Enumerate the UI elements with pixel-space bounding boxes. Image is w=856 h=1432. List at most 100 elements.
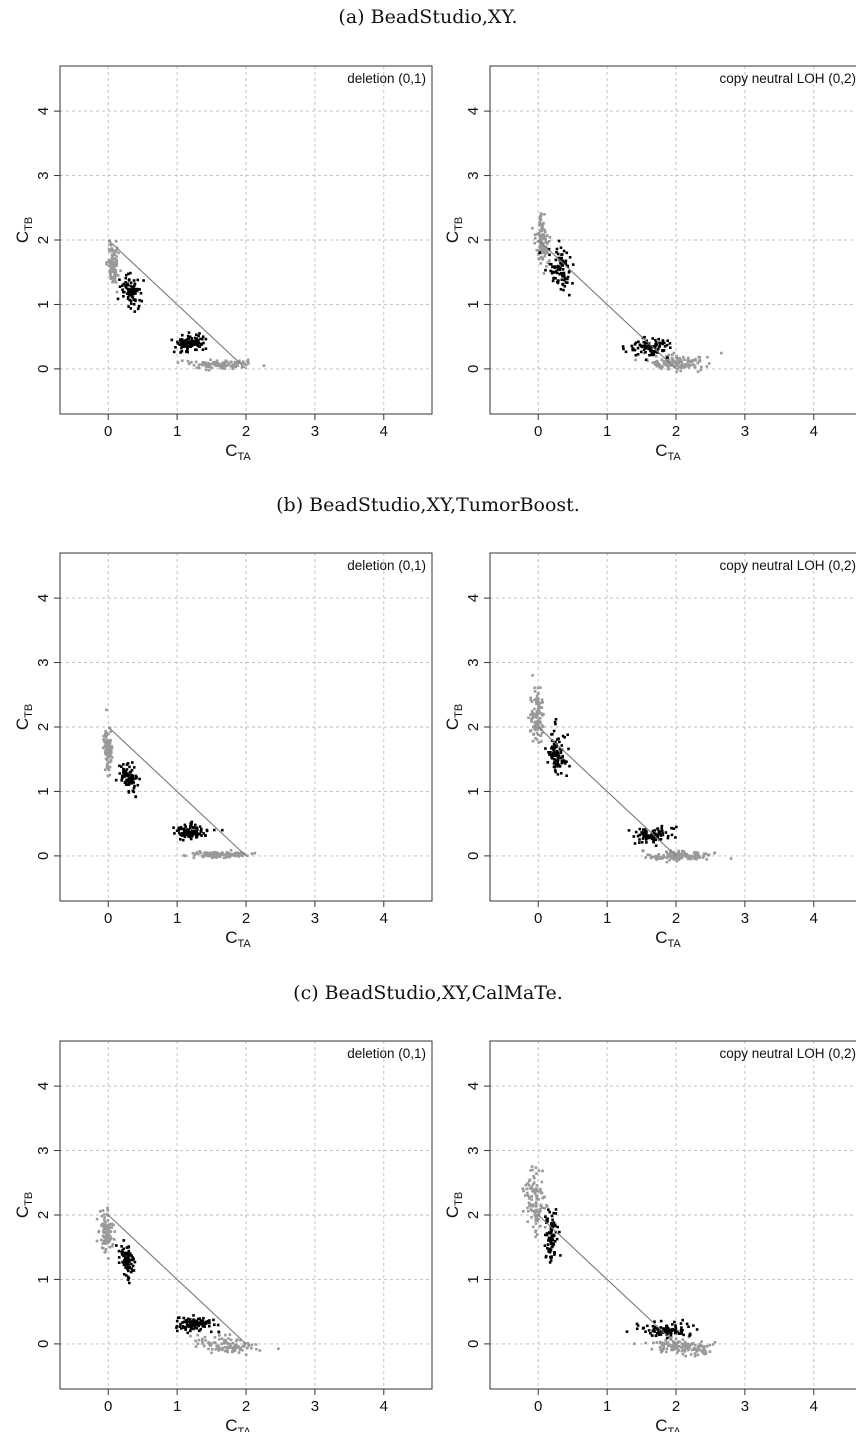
black-point xyxy=(121,288,124,291)
black-point xyxy=(131,285,134,289)
black-point xyxy=(134,288,137,291)
grey-point xyxy=(245,1346,249,1350)
black-point xyxy=(186,346,189,350)
black-point xyxy=(643,830,647,833)
grey-point xyxy=(687,1346,690,1349)
grey-point xyxy=(540,245,543,249)
grey-point xyxy=(669,850,672,854)
grey-point xyxy=(221,1348,224,1352)
grey-point xyxy=(537,249,540,252)
black-point xyxy=(554,722,557,726)
grey-point xyxy=(234,1344,237,1348)
grey-point xyxy=(540,698,544,702)
black-point xyxy=(199,1327,203,1331)
grey-point xyxy=(533,1212,537,1215)
grey-point xyxy=(531,227,534,230)
black-point xyxy=(630,344,634,348)
black-point xyxy=(567,271,571,274)
grey-point xyxy=(232,363,235,367)
black-point xyxy=(174,346,177,349)
black-point xyxy=(658,830,661,834)
black-point xyxy=(651,1329,655,1333)
black-point xyxy=(557,239,561,243)
black-point xyxy=(132,766,136,769)
black-point xyxy=(182,343,186,347)
grey-point xyxy=(682,850,685,853)
black-point xyxy=(553,1251,556,1254)
grey-point xyxy=(674,362,678,365)
grey-point xyxy=(537,723,540,726)
black-point xyxy=(203,1325,206,1328)
black-point xyxy=(134,795,137,799)
black-point xyxy=(131,1264,135,1268)
grey-point xyxy=(231,1349,234,1353)
reference-line xyxy=(537,239,677,370)
grey-point xyxy=(705,858,708,861)
grey-point xyxy=(693,852,696,856)
black-point xyxy=(126,1275,130,1279)
grey-point xyxy=(115,290,119,294)
grey-point xyxy=(542,228,545,231)
grey-point xyxy=(240,851,243,854)
grey-point xyxy=(539,734,543,737)
grey-point xyxy=(536,240,540,243)
black-point xyxy=(652,352,656,355)
black-point xyxy=(182,340,185,343)
grey-point xyxy=(540,226,544,229)
grey-point xyxy=(190,360,193,364)
black-point xyxy=(548,1236,551,1240)
black-point xyxy=(118,772,122,775)
grey-point xyxy=(111,1242,115,1246)
black-point xyxy=(657,337,660,341)
black-point xyxy=(648,353,651,357)
black-point xyxy=(188,335,192,339)
black-point xyxy=(568,293,571,297)
grey-point xyxy=(103,1251,107,1254)
y-tick-label: 3 xyxy=(465,658,482,666)
black-point xyxy=(179,838,182,841)
grey-point xyxy=(540,251,544,255)
black-point xyxy=(551,1237,554,1240)
black-point xyxy=(200,1321,204,1325)
black-point xyxy=(180,343,183,346)
grey-point xyxy=(105,1241,109,1245)
black-point xyxy=(175,1319,179,1323)
black-point xyxy=(545,1218,548,1221)
black-point xyxy=(561,264,564,267)
black-point xyxy=(653,836,656,840)
black-point xyxy=(184,833,188,837)
black-point xyxy=(561,734,565,738)
black-point xyxy=(188,835,192,839)
x-axis-label-main: C xyxy=(225,441,237,460)
grey-point xyxy=(111,256,114,260)
grey-point xyxy=(684,855,688,858)
black-point xyxy=(556,751,560,755)
grey-point xyxy=(677,1345,681,1348)
grey-point xyxy=(667,1342,670,1346)
black-point xyxy=(172,826,175,829)
grey-point xyxy=(105,1232,108,1236)
grey-point xyxy=(683,1340,687,1344)
grey-point xyxy=(669,1336,673,1339)
grey-point xyxy=(537,707,541,710)
black-point xyxy=(687,1325,690,1328)
data-points xyxy=(531,212,723,373)
black-point xyxy=(667,1327,670,1330)
grey-point xyxy=(107,742,110,746)
black-point xyxy=(190,820,194,824)
grey-point xyxy=(671,1346,674,1350)
grey-point xyxy=(542,236,545,240)
grey-point xyxy=(693,857,697,860)
black-point xyxy=(118,764,121,768)
black-point xyxy=(183,1325,187,1329)
grey-point xyxy=(667,1344,670,1347)
black-point xyxy=(122,1273,126,1276)
grey-point xyxy=(224,1340,227,1344)
grey-point xyxy=(689,1353,693,1356)
grey-point xyxy=(181,359,184,362)
black-point xyxy=(186,1331,189,1335)
grey-point xyxy=(215,359,219,362)
data-points xyxy=(95,1206,280,1357)
x-tick-label: 1 xyxy=(173,423,181,440)
black-point xyxy=(121,284,124,287)
